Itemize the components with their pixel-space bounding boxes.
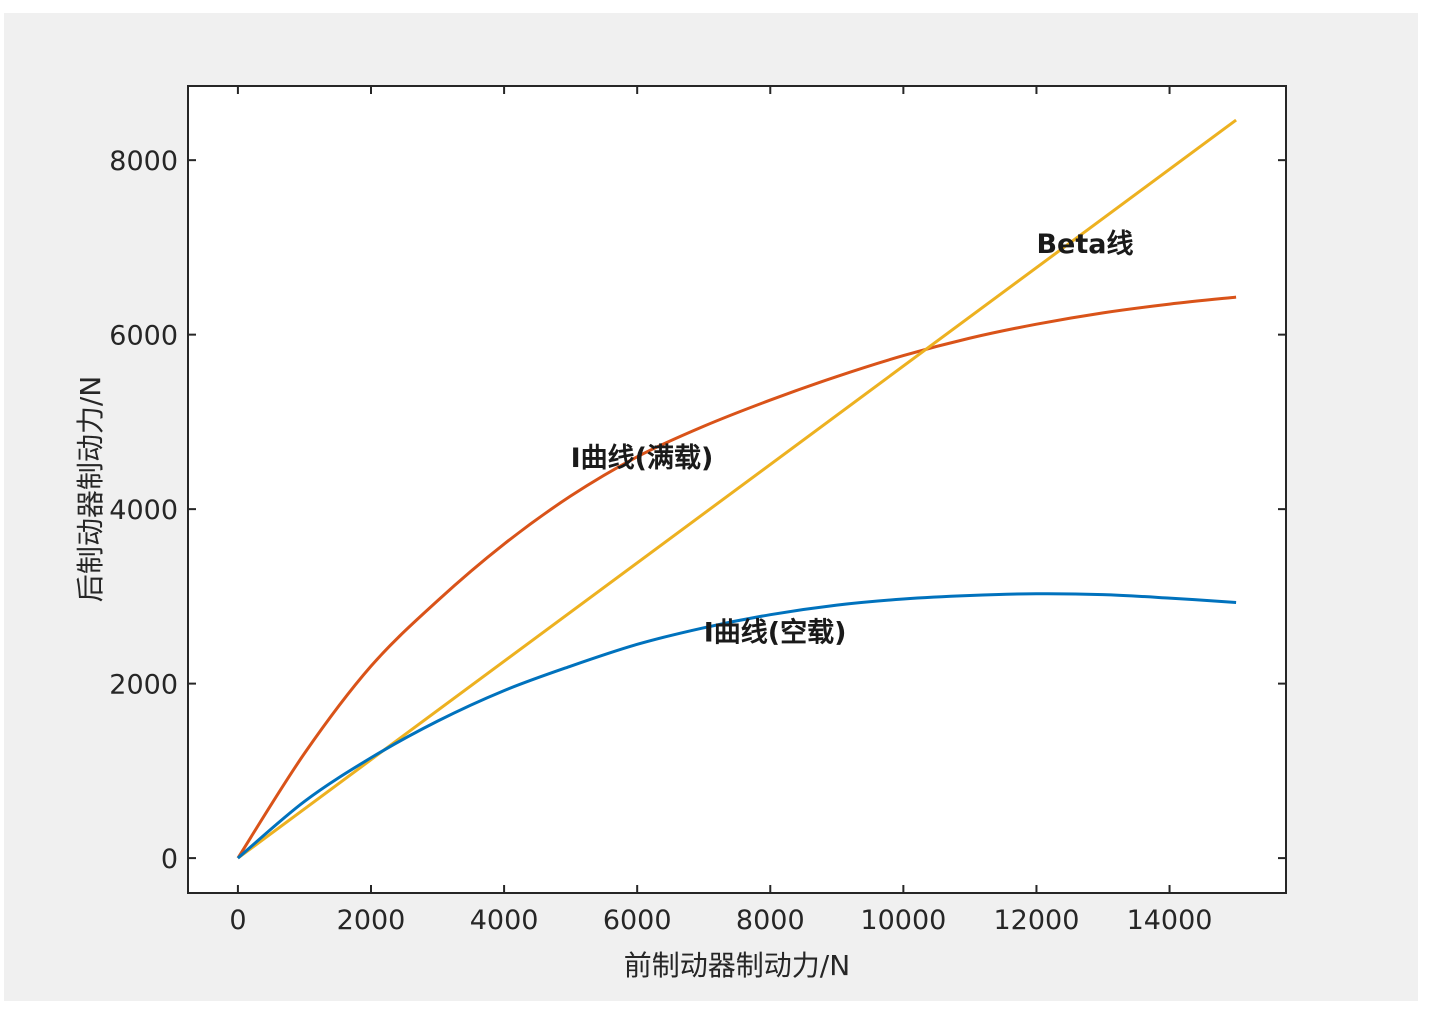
i-curve-empty-load-annotation: I曲线(空载) bbox=[704, 616, 847, 648]
beta-line-annotation: Beta线 bbox=[1036, 229, 1133, 260]
chart: 0 2000 4000 6000 8000 10000 12000 14000 0 2000 400… bbox=[74, 85, 1287, 982]
series-layer bbox=[236, 118, 1237, 860]
x-tick-label: 8000 bbox=[736, 905, 805, 936]
beta-line bbox=[237, 118, 1237, 860]
i-curve-empty-load-line bbox=[236, 592, 1237, 860]
x-tick-label: 6000 bbox=[603, 905, 672, 936]
axis-ticks: 0 2000 4000 6000 8000 10000 12000 14000 0 2000 400… bbox=[109, 86, 1286, 936]
y-tick-label: 4000 bbox=[109, 495, 178, 526]
x-tick-label: 10000 bbox=[860, 905, 946, 936]
y-tick-label: 6000 bbox=[109, 321, 178, 352]
x-axis-label: 前制动器制动力/N bbox=[624, 949, 850, 982]
i-curve-full-load-annotation: I曲线(满载) bbox=[571, 443, 714, 474]
x-tick-label: 0 bbox=[229, 905, 246, 936]
y-tick-label: 2000 bbox=[109, 670, 178, 701]
y-tick-label: 0 bbox=[161, 844, 178, 875]
i-curve-full-load-line bbox=[236, 295, 1237, 859]
x-tick-label: 14000 bbox=[1127, 905, 1213, 936]
y-axis-label: 后制动器制动力/N bbox=[74, 376, 107, 602]
x-tick-label: 4000 bbox=[470, 905, 539, 936]
figure-panel: 0 2000 4000 6000 8000 10000 12000 14000 0 2000 400… bbox=[4, 13, 1418, 1001]
x-tick-label: 2000 bbox=[337, 905, 406, 936]
y-tick-label: 8000 bbox=[109, 146, 178, 177]
annotations: Beta线 I曲线(满载) I曲线(空载) bbox=[571, 229, 1134, 648]
x-tick-label: 12000 bbox=[994, 905, 1080, 936]
